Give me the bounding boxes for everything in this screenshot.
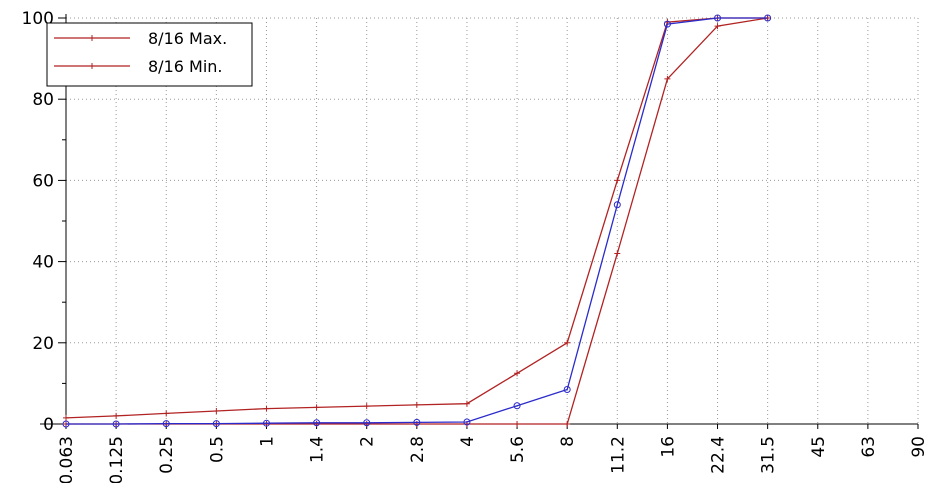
x-tick-label: 8 xyxy=(558,436,578,447)
y-tick-label: 0 xyxy=(43,415,54,435)
x-tick-label: 2 xyxy=(358,436,378,447)
x-tick-label: 0.25 xyxy=(157,436,177,474)
x-tick-label: 22.4 xyxy=(709,436,729,474)
data-point xyxy=(313,404,320,411)
data-point xyxy=(162,420,170,428)
x-tick-label: 45 xyxy=(809,436,829,458)
data-point xyxy=(413,418,421,426)
data-point xyxy=(363,419,371,427)
x-tick-label: 4 xyxy=(458,436,478,447)
data-point xyxy=(513,402,521,410)
data-point xyxy=(263,405,270,412)
data-point xyxy=(664,75,671,82)
data-point xyxy=(714,14,722,22)
legend: 8/16 Max. 8/16 Min. xyxy=(46,22,253,87)
data-point xyxy=(463,418,471,426)
legend-label-max: 8/16 Max. xyxy=(148,29,227,48)
legend-box xyxy=(46,22,253,87)
data-point xyxy=(514,421,521,427)
data-point xyxy=(663,20,671,28)
x-tick-label: 1.4 xyxy=(308,436,328,463)
data-point xyxy=(514,370,521,377)
data-point xyxy=(463,400,470,407)
x-tick-labels: 0.063 0.125 0.25 0.5 1 1.4 2 2.8 4 5.6 8 11.2 16 22.4… xyxy=(57,436,927,483)
data-point xyxy=(614,250,621,257)
y-tick-label: 100 xyxy=(22,9,54,29)
data-point xyxy=(363,403,370,410)
data-point xyxy=(63,414,69,421)
data-point xyxy=(163,410,170,417)
legend-marker xyxy=(89,35,95,41)
x-tick-label: 11.2 xyxy=(608,436,628,474)
data-point xyxy=(714,23,721,30)
y-tick-label: 60 xyxy=(32,171,54,191)
data-point xyxy=(62,420,70,428)
data-point xyxy=(313,419,321,427)
legend-label-min: 8/16 Min. xyxy=(148,57,223,76)
x-tick-label: 1 xyxy=(257,436,277,447)
x-tick-label: 0.063 xyxy=(57,436,77,483)
y-tick-label: 80 xyxy=(32,90,54,110)
data-point xyxy=(112,420,120,428)
data-point xyxy=(764,14,772,22)
x-tick-label: 2.8 xyxy=(408,436,428,463)
data-point xyxy=(213,408,220,415)
data-point xyxy=(113,412,120,419)
series-lines xyxy=(62,14,772,428)
data-point xyxy=(413,401,420,408)
x-tick-label: 5.6 xyxy=(508,436,528,463)
y-tick-label: 40 xyxy=(32,253,54,273)
data-point xyxy=(564,421,571,427)
x-tick-label: 0.125 xyxy=(107,436,127,483)
data-point xyxy=(262,419,270,427)
data-point xyxy=(613,201,621,209)
x-tick-label: 31.5 xyxy=(759,436,779,474)
data-point xyxy=(563,385,571,393)
data-point xyxy=(212,420,220,428)
y-tick-label: 20 xyxy=(32,334,54,354)
legend-marker xyxy=(89,63,95,69)
y-tick-labels: 0 20 40 60 80 100 xyxy=(22,9,54,435)
x-tick-label: 0.5 xyxy=(207,436,227,463)
data-point xyxy=(564,339,571,346)
x-tick-label: 90 xyxy=(909,436,927,458)
data-point xyxy=(614,177,621,184)
x-tick-label: 16 xyxy=(658,436,678,458)
x-tick-label: 63 xyxy=(859,436,879,458)
series-line-2 xyxy=(66,17,768,425)
